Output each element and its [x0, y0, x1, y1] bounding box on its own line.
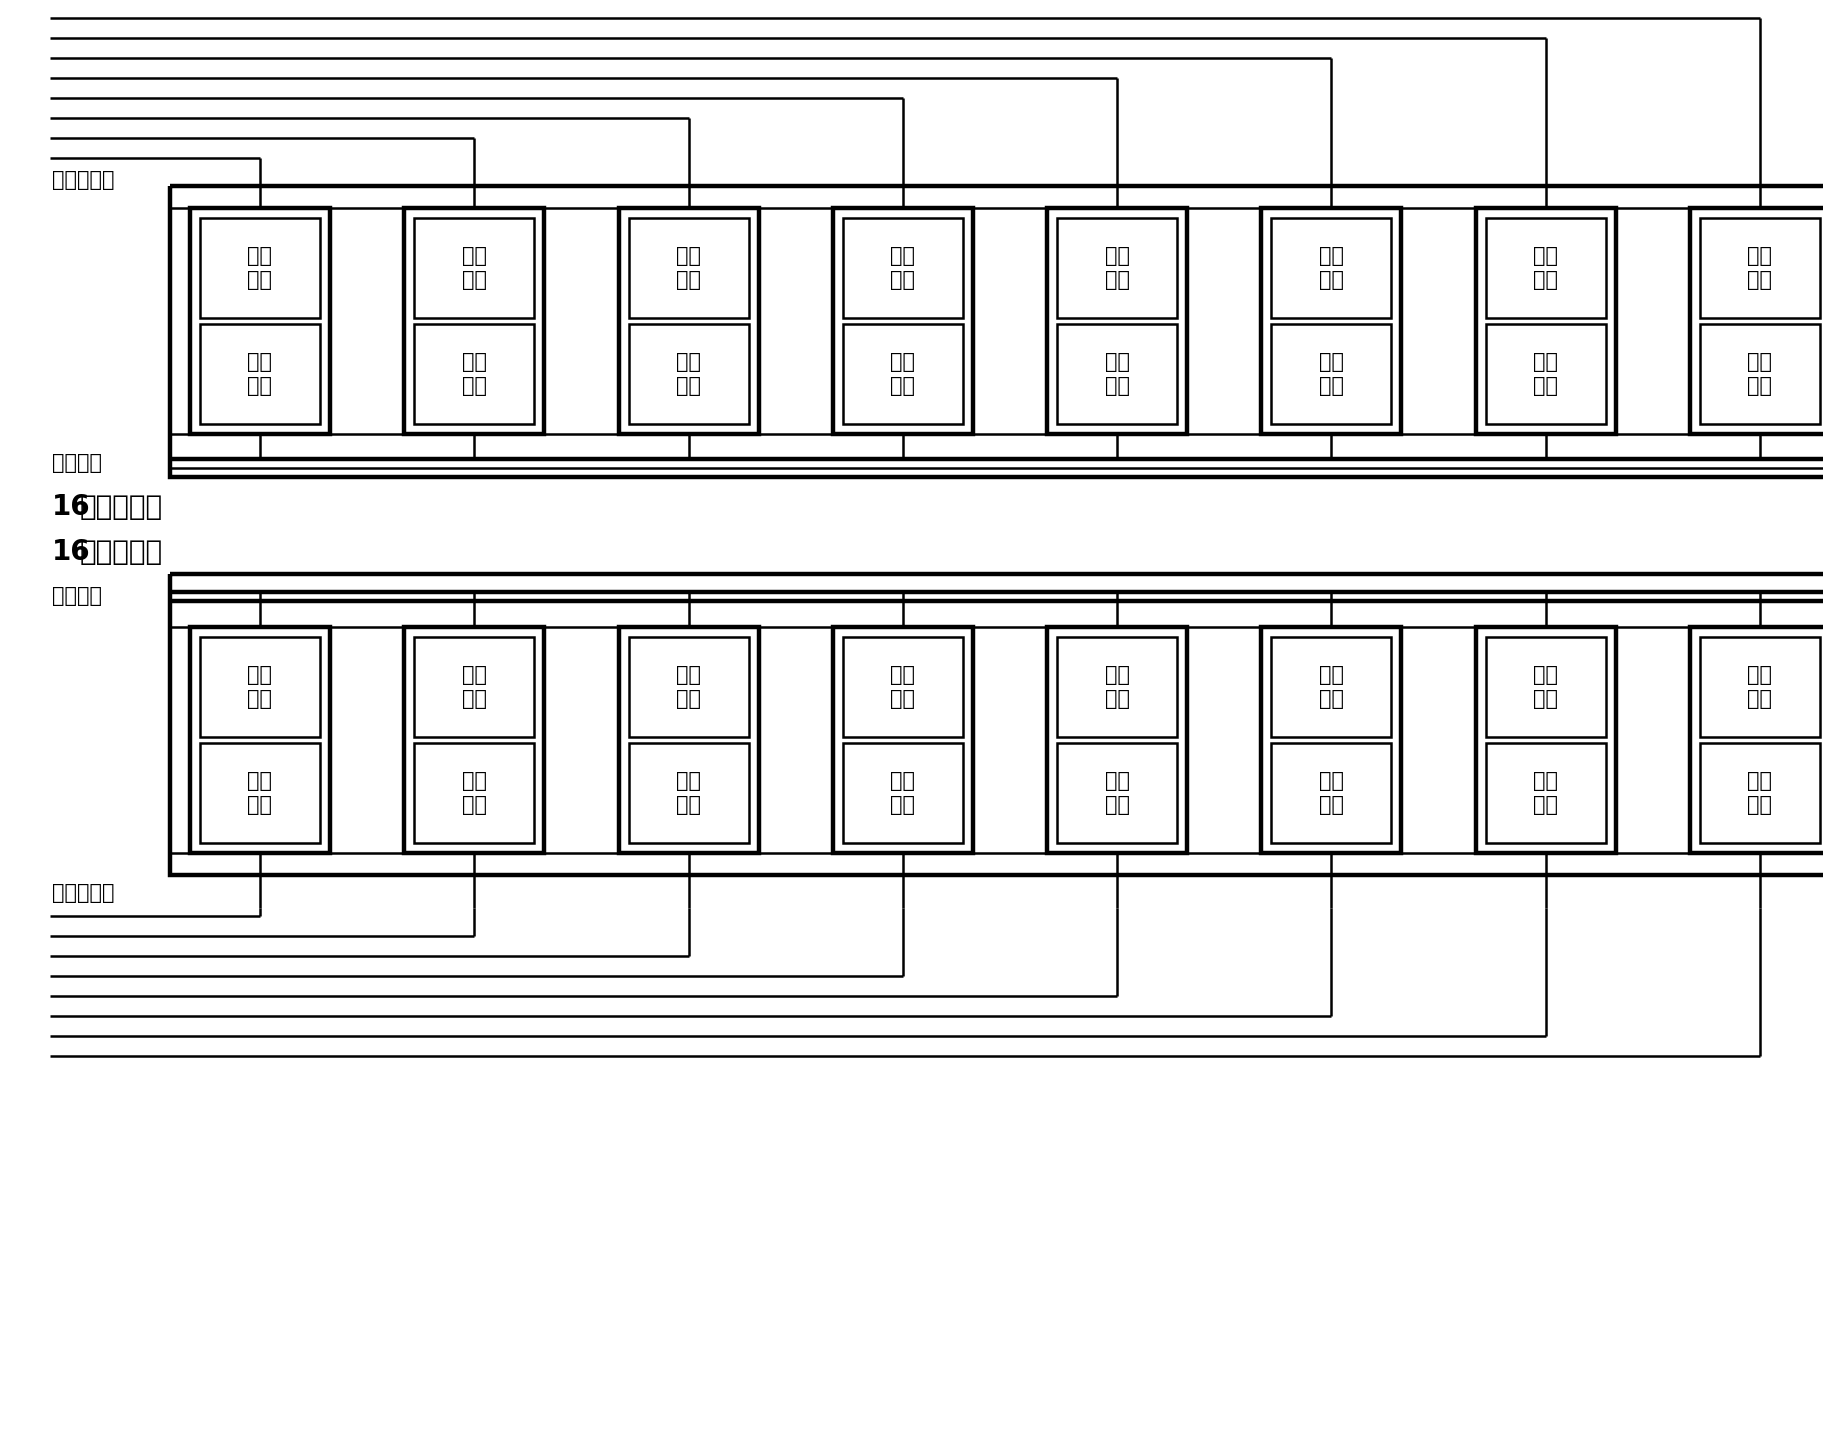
Bar	[414, 743, 534, 843]
Text: 闪存
芯片: 闪存 芯片	[461, 247, 487, 290]
Text: 闪存
芯片: 闪存 芯片	[1748, 247, 1772, 290]
Bar	[833, 627, 973, 853]
Text: 闪存
芯片: 闪存 芯片	[1533, 353, 1559, 396]
Text: 闪存
芯片: 闪存 芯片	[248, 772, 272, 814]
Text: 闪存
芯片: 闪存 芯片	[1748, 666, 1772, 708]
Bar	[201, 637, 321, 737]
Text: 位数据总线: 位数据总线	[80, 538, 162, 566]
Text: 闪存
芯片: 闪存 芯片	[1533, 772, 1559, 814]
Bar	[201, 743, 321, 843]
Bar	[1271, 637, 1391, 737]
Bar	[190, 627, 330, 853]
Text: 闪存
芯片: 闪存 芯片	[1318, 353, 1344, 396]
Bar	[1271, 218, 1391, 318]
Bar	[414, 637, 534, 737]
Text: 闪存
芯片: 闪存 芯片	[248, 247, 272, 290]
Bar	[414, 218, 534, 318]
Text: 控制总线: 控制总线	[53, 453, 102, 473]
Bar	[405, 207, 545, 434]
Text: 闪存
芯片: 闪存 芯片	[1318, 772, 1344, 814]
Text: 16: 16	[53, 538, 91, 566]
Bar	[1271, 743, 1391, 843]
Bar	[618, 627, 758, 853]
Bar	[629, 637, 749, 737]
Bar	[1486, 324, 1606, 424]
Bar	[1046, 627, 1187, 853]
Bar	[170, 575, 1823, 875]
Bar	[190, 207, 330, 434]
Bar	[414, 324, 534, 424]
Text: 闪存
芯片: 闪存 芯片	[890, 772, 915, 814]
Bar	[1057, 324, 1178, 424]
Text: 闪存
芯片: 闪存 芯片	[890, 247, 915, 290]
Text: 片选信号线: 片选信号线	[53, 170, 115, 190]
Text: 闪存
芯片: 闪存 芯片	[1318, 666, 1344, 708]
Text: 闪存
芯片: 闪存 芯片	[461, 772, 487, 814]
Text: 控制总线: 控制总线	[53, 586, 102, 607]
Bar	[629, 743, 749, 843]
Text: 闪存
芯片: 闪存 芯片	[248, 666, 272, 708]
Bar	[842, 743, 963, 843]
Text: 闪存
芯片: 闪存 芯片	[676, 247, 702, 290]
Text: 位数据总线: 位数据总线	[80, 493, 162, 521]
Bar	[1486, 218, 1606, 318]
Bar	[405, 627, 545, 853]
Bar	[1690, 207, 1823, 434]
Text: 闪存
芯片: 闪存 芯片	[676, 666, 702, 708]
Bar	[842, 637, 963, 737]
Bar	[1701, 218, 1819, 318]
Bar	[201, 324, 321, 424]
Bar	[1486, 637, 1606, 737]
Bar	[842, 324, 963, 424]
Bar	[1475, 207, 1615, 434]
Text: 闪存
芯片: 闪存 芯片	[1105, 247, 1130, 290]
Bar	[1475, 627, 1615, 853]
Text: 闪存
芯片: 闪存 芯片	[1105, 666, 1130, 708]
Text: 闪存
芯片: 闪存 芯片	[676, 772, 702, 814]
Bar	[1262, 627, 1402, 853]
Text: 闪存
芯片: 闪存 芯片	[890, 353, 915, 396]
Bar	[1690, 627, 1823, 853]
Bar	[1701, 324, 1819, 424]
Text: 闪存
芯片: 闪存 芯片	[461, 353, 487, 396]
Bar	[1701, 637, 1819, 737]
Bar	[618, 207, 758, 434]
Bar	[833, 207, 973, 434]
Bar	[201, 218, 321, 318]
Text: 片选信号线: 片选信号线	[53, 884, 115, 903]
Text: 闪存
芯片: 闪存 芯片	[1748, 772, 1772, 814]
Bar	[629, 218, 749, 318]
Text: 闪存
芯片: 闪存 芯片	[1105, 772, 1130, 814]
Bar	[1046, 207, 1187, 434]
Text: 闪存
芯片: 闪存 芯片	[1533, 666, 1559, 708]
Bar	[1701, 743, 1819, 843]
Bar	[1057, 218, 1178, 318]
Bar	[1057, 637, 1178, 737]
Bar	[1057, 743, 1178, 843]
Text: 闪存
芯片: 闪存 芯片	[248, 353, 272, 396]
Text: 闪存
芯片: 闪存 芯片	[676, 353, 702, 396]
Text: 闪存
芯片: 闪存 芯片	[1105, 353, 1130, 396]
Bar	[842, 218, 963, 318]
Text: 闪存
芯片: 闪存 芯片	[1748, 353, 1772, 396]
Text: 闪存
芯片: 闪存 芯片	[1533, 247, 1559, 290]
Bar	[170, 186, 1823, 477]
Bar	[1271, 324, 1391, 424]
Text: 闪存
芯片: 闪存 芯片	[890, 666, 915, 708]
Bar	[1486, 743, 1606, 843]
Bar	[1262, 207, 1402, 434]
Text: 16: 16	[53, 493, 91, 521]
Text: 闪存
芯片: 闪存 芯片	[461, 666, 487, 708]
Bar	[629, 324, 749, 424]
Text: 闪存
芯片: 闪存 芯片	[1318, 247, 1344, 290]
